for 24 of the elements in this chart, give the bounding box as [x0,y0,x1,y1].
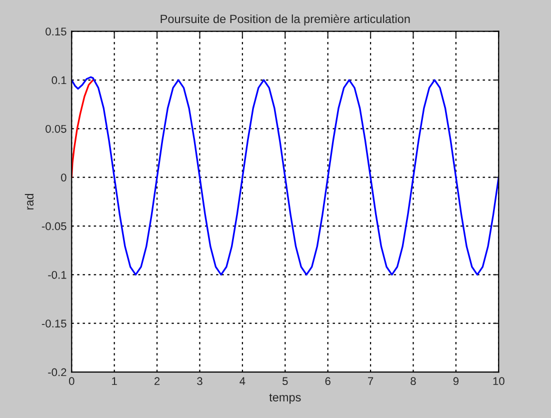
y-tick-label: 0 [61,174,66,182]
chart-title: Poursuite de Position de la première articulation [160,14,410,26]
x-tick-label: 6 [325,377,330,386]
x-tick-label: 8 [410,377,416,386]
x-tick-label: 4 [240,377,246,385]
x-tick-label: 7 [368,377,374,385]
x-tick-label: 10 [493,377,504,386]
x-tick-label: 9 [453,377,459,386]
y-tick-label: -0.1 [48,270,66,279]
line-series [72,76,499,276]
x-tick-label: 3 [197,377,202,386]
y-tick-label: -0.15 [42,320,66,328]
y-tick-label: 0.05 [46,124,66,133]
y-tick-label: 0.15 [46,28,66,36]
x-tick-label: 1 [112,377,117,385]
y-tick-label: -0.05 [42,222,66,230]
y-tick-label: 0.1 [52,76,66,84]
x-tick-label: 0 [68,377,74,386]
y-tick-label: -0.2 [48,368,66,376]
x-tick-label: 5 [282,377,288,386]
x-axis-title: temps [269,394,301,404]
x-tick-label: 2 [154,377,160,385]
line-series [72,79,94,178]
y-axis-title: rad [24,194,34,210]
